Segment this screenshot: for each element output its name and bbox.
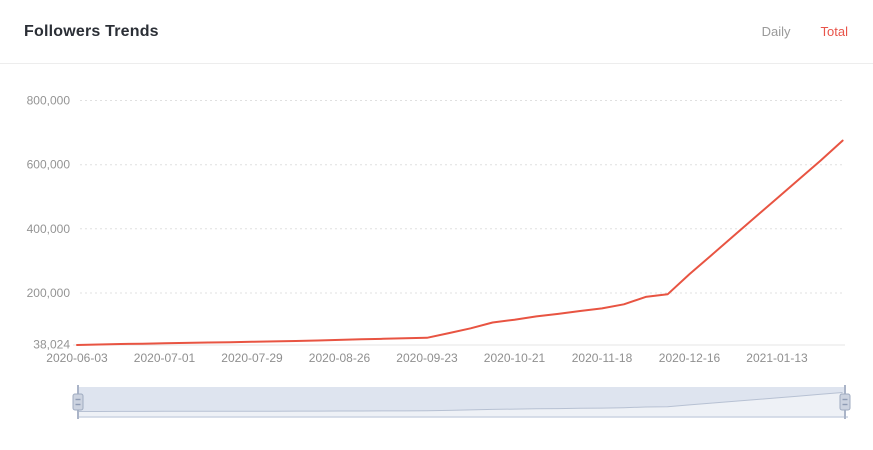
tab-total[interactable]: Total bbox=[820, 24, 848, 39]
y-tick-600000: 600,000 bbox=[27, 158, 71, 172]
y-tick-800000: 800,000 bbox=[27, 94, 71, 108]
range-slider-left-handle[interactable] bbox=[72, 385, 84, 419]
x-tick-1: 2020-07-01 bbox=[134, 351, 196, 365]
x-tick-7: 2020-12-16 bbox=[659, 351, 721, 365]
y-tick-38024: 38,024 bbox=[33, 338, 70, 352]
x-tick-8: 2021-01-13 bbox=[746, 351, 808, 365]
card-header: Followers Trends Daily Total bbox=[0, 0, 873, 64]
x-axis-labels: 2020-06-03 2020-07-01 2020-07-29 2020-08… bbox=[46, 351, 808, 365]
x-tick-2: 2020-07-29 bbox=[221, 351, 283, 365]
range-slider-data-shadow bbox=[77, 392, 845, 417]
x-tick-4: 2020-09-23 bbox=[396, 351, 458, 365]
total-followers-line bbox=[76, 139, 844, 346]
x-tick-5: 2020-10-21 bbox=[484, 351, 546, 365]
x-tick-3: 2020-08-26 bbox=[309, 351, 371, 365]
y-axis-labels: 38,024 200,000 400,000 600,000 800,000 bbox=[27, 94, 71, 352]
tab-daily[interactable]: Daily bbox=[761, 24, 791, 39]
x-tick-6: 2020-11-18 bbox=[572, 351, 633, 365]
tab-group: Daily Total bbox=[762, 24, 848, 39]
page-title: Followers Trends bbox=[24, 22, 159, 40]
y-tick-200000: 200,000 bbox=[27, 286, 71, 300]
range-slider-right-handle[interactable] bbox=[839, 385, 851, 419]
range-slider[interactable] bbox=[72, 385, 851, 419]
x-tick-0: 2020-06-03 bbox=[46, 351, 108, 365]
gridlines bbox=[80, 100, 845, 294]
range-slider-data-line bbox=[77, 392, 843, 412]
y-tick-400000: 400,000 bbox=[27, 222, 71, 236]
